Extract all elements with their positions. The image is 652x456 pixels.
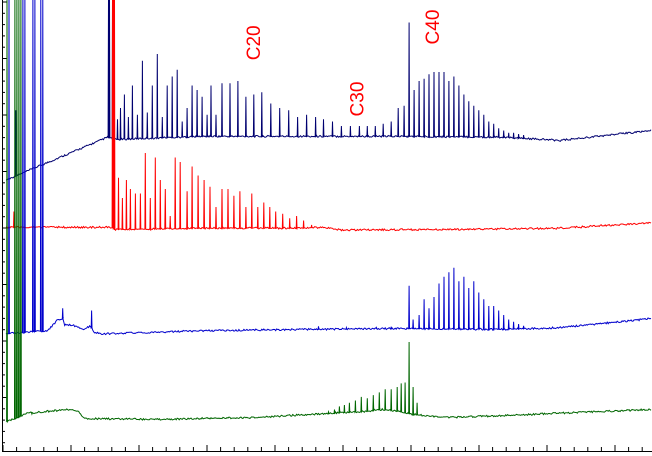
trace-line-2 [5,0,652,232]
trace-line-3 [5,0,652,336]
trace-line-4 [5,0,652,424]
chromatogram-traces [5,0,652,424]
x-axis-ticks [2,445,643,451]
peak-annotations: C20 C30 C40 [244,10,444,117]
annotation-c20: C20 [244,25,265,60]
annotation-c30: C30 [347,82,368,117]
trace-line-1 [5,0,652,181]
annotation-c40: C40 [423,10,444,45]
